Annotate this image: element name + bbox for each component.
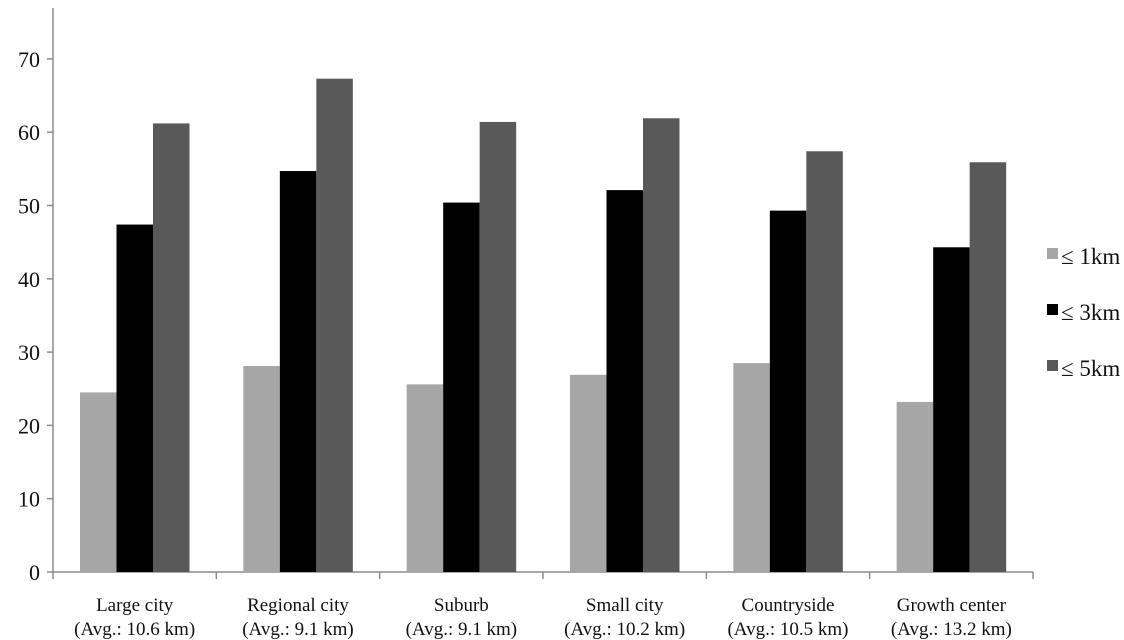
- bar: [769, 210, 807, 573]
- bar: [316, 78, 353, 572]
- y-tick-label: 50: [18, 194, 40, 219]
- legend-label: ≤ 3km: [1061, 300, 1120, 325]
- bar: [406, 384, 444, 572]
- x-category-label: (Avg.: 9.1 km): [406, 619, 518, 640]
- x-category-label: Large city: [96, 595, 174, 616]
- y-tick-label: 70: [18, 47, 40, 72]
- bar: [153, 123, 190, 573]
- x-category-label: Suburb: [434, 595, 489, 616]
- bar: [570, 374, 607, 572]
- bar: [243, 366, 280, 572]
- x-category-label: (Avg.: 13.2 km): [891, 619, 1012, 640]
- bar: [606, 190, 643, 572]
- legend-label: ≤ 5km: [1061, 356, 1120, 381]
- x-category-label: (Avg.: 10.6 km): [74, 619, 195, 640]
- chart-axes: 0 10 20 30 40 50 60 70 Large city (Avg.: 10.6 km)…: [18, 8, 1034, 640]
- bar: [279, 171, 317, 572]
- y-tick-label: 60: [18, 120, 40, 145]
- y-tick-label: 0: [29, 560, 40, 585]
- y-tick-label: 20: [18, 413, 40, 438]
- bar: [896, 401, 934, 572]
- legend-label: ≤ 1km: [1061, 244, 1120, 269]
- x-category-label: Countryside: [742, 595, 835, 616]
- x-category-label: (Avg.: 9.1 km): [242, 619, 354, 640]
- bar: [933, 247, 970, 572]
- bar: [733, 363, 770, 572]
- bar: [969, 162, 1007, 573]
- bar: [116, 224, 153, 573]
- x-category-label: Small city: [586, 595, 664, 616]
- bar: [806, 151, 843, 572]
- bar: [643, 118, 680, 572]
- x-category-label: Growth center: [897, 595, 1007, 616]
- x-category-label: Regional city: [247, 595, 349, 616]
- legend-swatch: [1047, 304, 1058, 315]
- legend-swatch: [1047, 360, 1058, 371]
- chart-bars: [80, 78, 1007, 573]
- y-tick-label: 10: [18, 487, 40, 512]
- x-category-label: (Avg.: 10.5 km): [727, 619, 848, 640]
- chart-legend: ≤ 1km ≤ 3km ≤ 5km: [1047, 244, 1120, 381]
- bar: [479, 121, 517, 573]
- y-tick-label: 30: [18, 340, 40, 365]
- bar: [80, 392, 117, 572]
- x-category-label: (Avg.: 10.2 km): [564, 619, 685, 640]
- legend-swatch: [1047, 248, 1058, 259]
- y-tick-label: 40: [18, 267, 40, 292]
- bar: [443, 202, 480, 572]
